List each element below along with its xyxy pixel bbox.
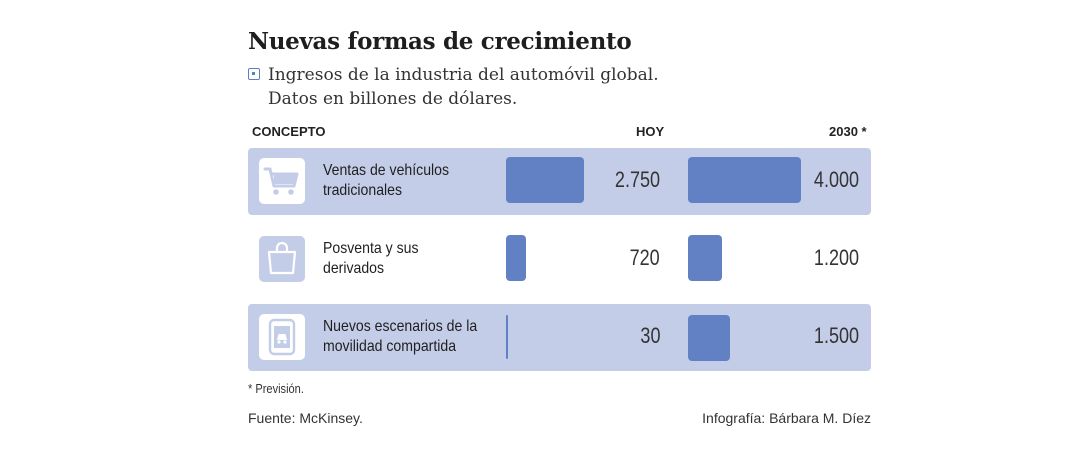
bullet-icon (248, 68, 260, 80)
source-note: Fuente: McKinsey. (248, 410, 363, 426)
footnote: * Previsión. (248, 381, 304, 396)
chart-subtitle: Ingresos de la industria del automóvil g… (268, 63, 659, 111)
bar-2030-movilidad (688, 315, 730, 361)
shopping-bag-icon (259, 236, 305, 282)
bar-2030-posventa (688, 235, 722, 281)
column-header-2030: 2030 * (829, 124, 867, 139)
subtitle-line-2: Datos en billones de dólares. (268, 89, 518, 109)
chart-title: Nuevas formas de crecimiento (248, 28, 632, 55)
credit-note: Infografía: Bárbara M. Díez (702, 410, 871, 426)
bar-today-ventas (506, 157, 584, 203)
bar-today-posventa (506, 235, 526, 281)
subtitle-line-1: Ingresos de la industria del automóvil g… (268, 65, 659, 85)
value-2030-movilidad: 1.500 (813, 323, 859, 348)
row-label-line-1: Posventa y sus (323, 240, 419, 257)
row-posventa: Posventa y sus derivados 720 1.200 (248, 226, 871, 293)
row-ventas-vehiculos: Ventas de vehículos tradicionales 2.750 … (248, 148, 871, 215)
value-today-posventa: 720 (629, 245, 660, 270)
value-today-movilidad: 30 (639, 323, 660, 348)
bar-2030-ventas (688, 157, 801, 203)
column-header-concept: CONCEPTO (252, 124, 326, 139)
shopping-cart-icon (259, 158, 305, 204)
row-label-line-2: movilidad compartida (323, 338, 457, 355)
row-label-line-2: tradicionales (323, 182, 403, 199)
row-movilidad-compartida: Nuevos escenarios de la movilidad compar… (248, 304, 871, 371)
row-label-line-1: Nuevos escenarios de la (323, 318, 478, 335)
value-2030-ventas: 4.000 (813, 167, 859, 192)
value-today-ventas: 2.750 (614, 167, 660, 192)
row-label-line-1: Ventas de vehículos (323, 162, 450, 179)
bar-today-movilidad (506, 315, 508, 359)
value-2030-posventa: 1.200 (813, 245, 859, 270)
column-header-today: HOY (636, 124, 665, 139)
row-label-line-2: derivados (323, 260, 385, 277)
mobile-car-icon (259, 314, 305, 360)
